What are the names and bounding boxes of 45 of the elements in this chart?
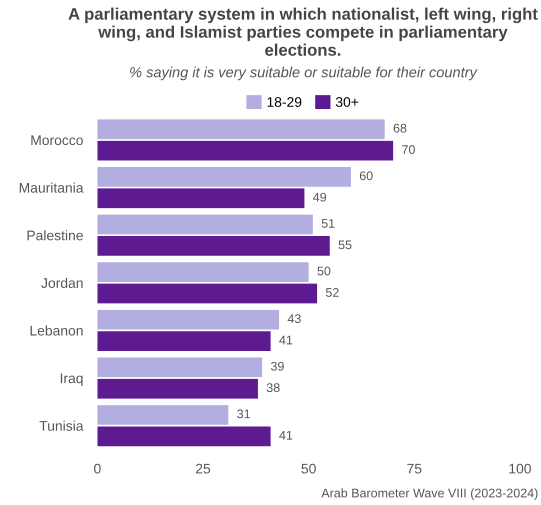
bar	[97, 236, 330, 256]
data-label: 52	[326, 288, 339, 297]
x-tick-label: 0	[94, 464, 101, 474]
y-tick-label: Lebanon	[30, 325, 83, 336]
x-tick-label: 75	[407, 464, 422, 474]
data-label: 51	[322, 219, 334, 228]
data-label: 41	[279, 336, 292, 344]
data-label: 55	[338, 240, 352, 250]
x-tick-label: 50	[301, 464, 316, 474]
data-label: 41	[279, 430, 292, 440]
legend-label: 30+	[336, 97, 358, 107]
data-label: 70	[402, 145, 415, 154]
bar	[97, 331, 271, 351]
bar	[97, 188, 304, 208]
bar	[97, 167, 351, 187]
text: Arab Barometer Wave VIII (2023-2024)	[321, 488, 538, 500]
y-tick-label: Palestine	[27, 230, 83, 240]
data-label: 49	[313, 192, 326, 202]
data-label: 68	[394, 124, 406, 133]
y-tick-label: Jordan	[41, 278, 83, 288]
data-label: 60	[360, 171, 373, 180]
bar	[97, 405, 228, 425]
data-label: 43	[288, 314, 301, 324]
bar	[97, 357, 262, 378]
x-tick-label: 100	[509, 464, 531, 474]
bar	[97, 378, 258, 399]
y-tick-label: Iraq	[60, 374, 83, 386]
x-tick-label: 25	[196, 464, 210, 474]
legend-label: 18-29	[268, 97, 302, 107]
chart-title: A parliamentary system in which nationalist, left wing, right wing, and Islamist parties compete in parliamentary elections.	[68, 8, 538, 56]
bar	[97, 284, 318, 304]
y-tick-label: Tunisia	[40, 420, 84, 431]
bar	[97, 310, 280, 330]
bar	[97, 140, 394, 161]
data-label: 39	[270, 362, 284, 371]
data-label: 50	[317, 266, 330, 276]
bar	[97, 262, 309, 282]
bar	[97, 119, 385, 140]
data-label: 38	[266, 383, 280, 392]
chart-subtitle: % saying it is very suitable or suitable for their country	[130, 66, 478, 80]
data-label: 31	[237, 409, 250, 418]
y-tick-label: Morocco	[31, 135, 83, 146]
y-tick-label: Mauritania	[20, 182, 84, 193]
bar	[97, 426, 271, 446]
bar	[97, 214, 313, 234]
